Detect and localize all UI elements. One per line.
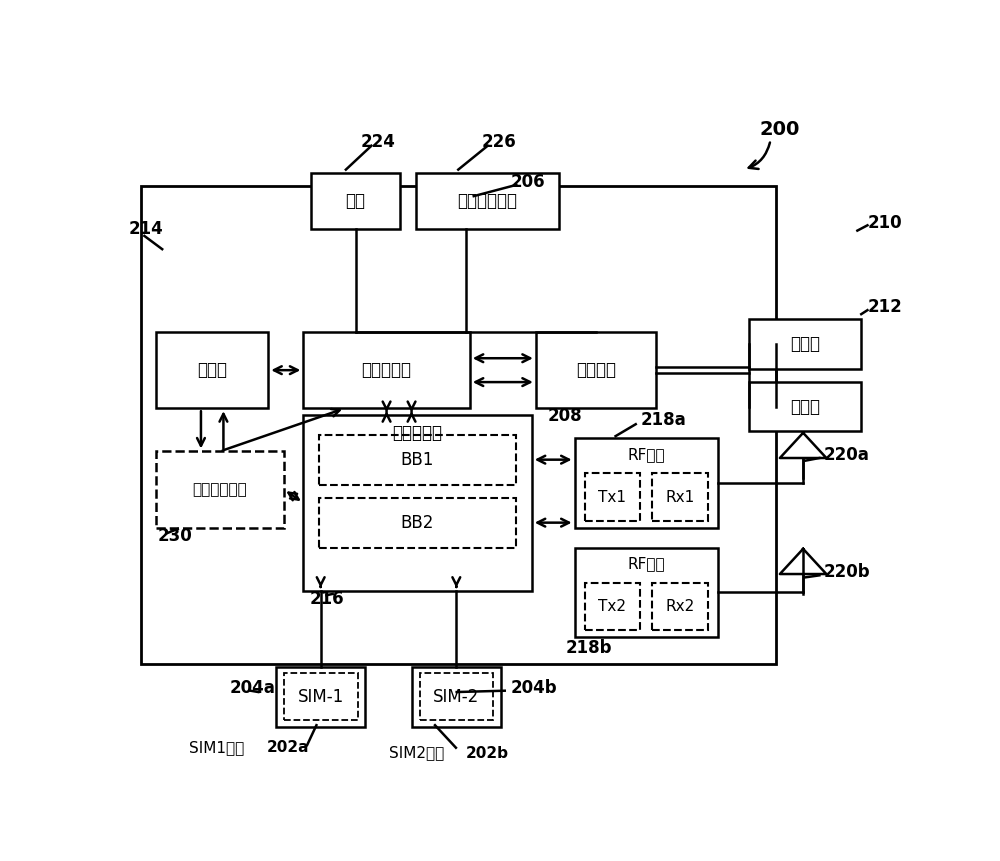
Text: 触摸屏显示器: 触摸屏显示器 <box>457 192 517 210</box>
Bar <box>156 332 268 408</box>
Text: BB2: BB2 <box>401 514 434 531</box>
Text: Tx2: Tx2 <box>598 599 626 614</box>
Text: Rx2: Rx2 <box>665 599 695 614</box>
Bar <box>416 173 559 229</box>
Text: 218a: 218a <box>640 412 686 430</box>
Text: 230: 230 <box>158 527 192 545</box>
FancyArrowPatch shape <box>749 142 770 169</box>
Text: 220a: 220a <box>824 446 870 464</box>
Text: 200: 200 <box>760 121 800 139</box>
Bar <box>420 673 493 720</box>
Bar <box>652 474 708 521</box>
Text: Rx1: Rx1 <box>665 490 695 505</box>
Text: 202b: 202b <box>466 746 509 760</box>
Bar <box>574 438 718 528</box>
Text: 202a: 202a <box>267 740 309 755</box>
Text: 编解码器: 编解码器 <box>576 361 616 379</box>
Text: 冲突管理单元: 冲突管理单元 <box>193 482 247 497</box>
Text: SIM2接口: SIM2接口 <box>388 746 444 760</box>
Bar <box>749 319 861 369</box>
Bar <box>319 435 516 485</box>
Text: Tx1: Tx1 <box>598 490 626 505</box>
Text: SIM-1: SIM-1 <box>298 688 344 706</box>
Text: 210: 210 <box>867 214 902 232</box>
Text: RF资源: RF资源 <box>627 556 665 572</box>
Bar <box>311 173 400 229</box>
Bar <box>585 474 640 521</box>
Bar <box>319 498 516 548</box>
Text: 键盘: 键盘 <box>346 192 366 210</box>
Bar <box>140 186 776 664</box>
Bar <box>156 451 284 528</box>
Bar <box>276 667 365 727</box>
Text: SIM-2: SIM-2 <box>433 688 479 706</box>
Text: BB1: BB1 <box>401 450 434 468</box>
Text: 麦克风: 麦克风 <box>790 398 820 416</box>
Text: 204a: 204a <box>230 679 276 697</box>
Bar <box>536 332 656 408</box>
Text: SIM1接口: SIM1接口 <box>189 740 245 755</box>
Text: 214: 214 <box>129 220 164 238</box>
Text: 218b: 218b <box>565 639 612 657</box>
Text: 扬声器: 扬声器 <box>790 335 820 353</box>
Bar <box>574 548 718 637</box>
Text: 存储器: 存储器 <box>197 361 227 379</box>
Text: 212: 212 <box>867 298 902 316</box>
Bar <box>303 415 532 591</box>
Text: 224: 224 <box>360 133 395 151</box>
Bar <box>749 381 861 431</box>
Text: 220b: 220b <box>824 563 871 581</box>
Text: 基带处理器: 基带处理器 <box>393 424 443 443</box>
Bar <box>412 667 501 727</box>
Text: 204b: 204b <box>511 679 558 697</box>
Bar <box>284 673 358 720</box>
Text: RF资源: RF资源 <box>627 447 665 462</box>
Text: 206: 206 <box>511 172 545 190</box>
Bar <box>652 583 708 630</box>
Text: 216: 216 <box>309 591 344 608</box>
Text: 226: 226 <box>481 133 516 151</box>
Text: 通用处理器: 通用处理器 <box>362 361 412 379</box>
Text: 208: 208 <box>548 407 583 425</box>
Bar <box>303 332 470 408</box>
Bar <box>585 583 640 630</box>
